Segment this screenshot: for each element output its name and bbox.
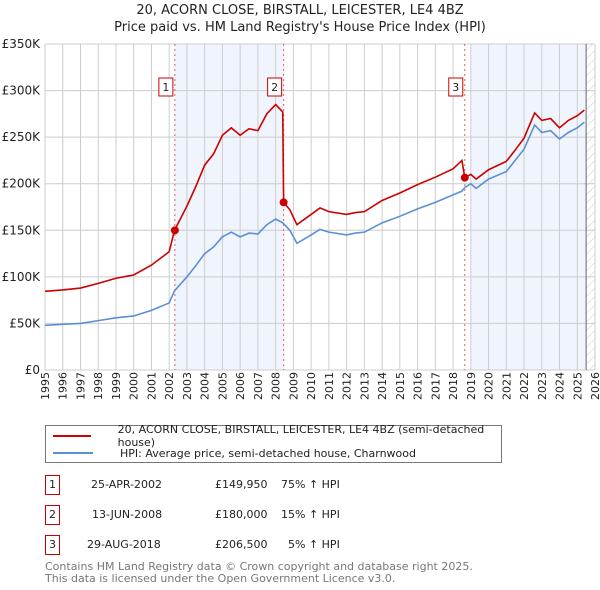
x-tick-label: 2023 xyxy=(536,372,549,400)
chart-subtitle: Price paid vs. HM Land Registry's House … xyxy=(114,20,486,35)
x-tick-label: 2015 xyxy=(394,372,407,400)
hpi-line xyxy=(44,121,585,327)
x-tick-label: 2001 xyxy=(145,372,158,400)
legend-swatch-blue xyxy=(53,452,93,454)
x-tick-label: 2026 xyxy=(589,372,600,400)
x-tick-label: 2004 xyxy=(199,372,212,400)
y-tick-label: £0 xyxy=(25,363,40,377)
y-tick-label: £50K xyxy=(9,316,41,330)
x-tick-label: 2014 xyxy=(376,372,389,400)
x-tick-label: 2017 xyxy=(429,372,442,400)
sale-point xyxy=(460,173,469,182)
x-tick-label: 2009 xyxy=(287,372,300,400)
sale-number-badge: 2 xyxy=(45,505,60,525)
x-tick-label: 2006 xyxy=(234,372,247,400)
x-tick-label: 2000 xyxy=(128,372,141,400)
forecast-hatch xyxy=(586,44,595,370)
legend: 20, ACORN CLOSE, BIRSTALL, LEICESTER, LE… xyxy=(45,423,502,463)
y-tick-label: £350K xyxy=(2,37,42,51)
x-tick-label: 2018 xyxy=(447,372,460,400)
sale-date: 29-AUG-2018 xyxy=(87,538,161,551)
x-tick-label: 2002 xyxy=(163,372,176,400)
shaded-period xyxy=(174,44,284,370)
legend-swatch-red xyxy=(53,435,91,437)
sale-number-badge: 3 xyxy=(45,535,60,555)
x-tick-label: 2022 xyxy=(518,372,531,400)
x-tick-label: 2024 xyxy=(554,372,567,400)
sale-row: 1 25-APR-2002 £149,950 75% ↑ HPI xyxy=(45,475,465,495)
sale-row: 2 13-JUN-2008 £180,000 15% ↑ HPI xyxy=(45,505,465,525)
sale-label: 3 xyxy=(452,81,459,94)
x-tick-label: 2013 xyxy=(358,372,371,400)
x-tick-label: 1999 xyxy=(110,372,123,400)
plot-area: 1995 1996 1997 1998 1999 2000 2001 2002 2003 2004… xyxy=(2,37,600,400)
x-tick-label: 2010 xyxy=(305,372,318,400)
x-tick-label: 1997 xyxy=(74,372,87,400)
x-tick-label: 2011 xyxy=(323,372,336,400)
legend-item-hpi: HPI: Average price, semi-detached house,… xyxy=(46,445,416,461)
sale-label: 2 xyxy=(271,81,278,94)
shaded-period xyxy=(470,44,587,370)
legend-label: HPI: Average price, semi-detached house,… xyxy=(120,446,416,460)
x-tick-label: 2016 xyxy=(412,372,425,400)
sale-point xyxy=(170,226,179,235)
x-tick-label: 2012 xyxy=(341,372,354,400)
sale-label-box xyxy=(158,77,174,97)
legend-item-property: 20, ACORN CLOSE, BIRSTALL, LEICESTER, LE… xyxy=(46,423,501,449)
x-tick-label: 2019 xyxy=(465,372,478,400)
chart-title: 20, ACORN CLOSE, BIRSTALL, LEICESTER, LE… xyxy=(136,3,464,18)
x-tick-label: 2008 xyxy=(270,372,283,400)
sale-date: 13-JUN-2008 xyxy=(92,508,163,521)
footer-licence: This data is licensed under the Open Gov… xyxy=(45,572,396,585)
sale-date: 25-APR-2002 xyxy=(91,478,163,491)
x-tick-label: 1995 xyxy=(39,372,52,400)
x-tick-label: 1998 xyxy=(92,372,105,400)
x-tick-label: 2021 xyxy=(500,372,513,400)
x-tick-label: 2025 xyxy=(571,372,584,400)
x-tick-label: 2020 xyxy=(483,372,496,400)
footer-copyright: Contains HM Land Registry data © Crown c… xyxy=(45,560,473,573)
sale-hpi-change: 75% ↑ HPI xyxy=(281,478,340,491)
x-tick-label: 2005 xyxy=(216,372,229,400)
price-paid-line xyxy=(44,103,585,293)
sale-number-badge: 1 xyxy=(45,475,60,495)
y-tick-label: £250K xyxy=(2,130,42,144)
sale-price: £206,500 xyxy=(215,538,268,551)
y-tick-label: £300K xyxy=(2,84,42,98)
x-tick-label: 1996 xyxy=(57,372,70,400)
sale-hpi-change: 15% ↑ HPI xyxy=(281,508,340,521)
sale-row: 3 29-AUG-2018 £206,500 5% ↑ HPI xyxy=(45,535,465,555)
sale-label-box xyxy=(267,77,283,97)
sale-price: £180,000 xyxy=(215,508,268,521)
sale-label-box xyxy=(448,77,464,97)
x-tick-label: 2003 xyxy=(181,372,194,400)
sale-price: £149,950 xyxy=(215,478,268,491)
x-tick-label: 2007 xyxy=(252,372,265,400)
sale-label: 1 xyxy=(162,81,169,94)
sale-point xyxy=(279,198,288,207)
y-tick-label: £200K xyxy=(2,177,42,191)
sale-hpi-change: 5% ↑ HPI xyxy=(288,538,340,551)
y-tick-label: £100K xyxy=(2,270,42,284)
legend-label: 20, ACORN CLOSE, BIRSTALL, LEICESTER, LE… xyxy=(117,423,485,449)
y-tick-label: £150K xyxy=(2,223,42,237)
